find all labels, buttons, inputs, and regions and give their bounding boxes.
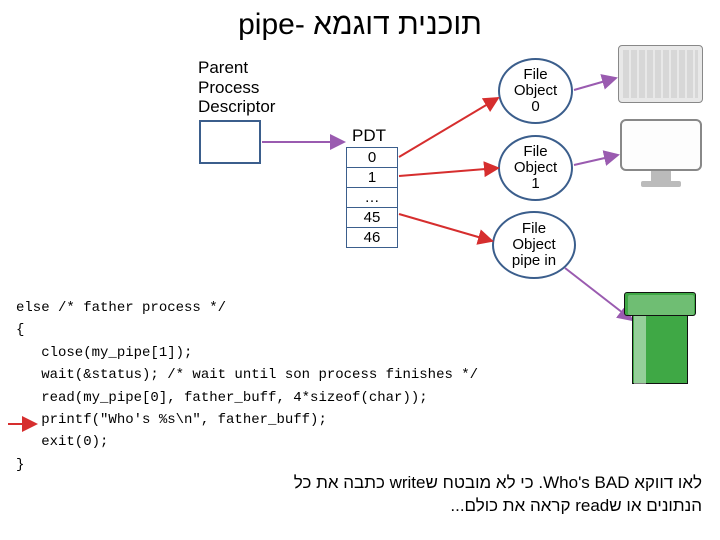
text-line: Descriptor <box>198 97 275 117</box>
pdt-row: 45 <box>347 208 397 228</box>
text-line: Parent <box>198 58 275 78</box>
monitor-screen <box>620 119 702 171</box>
parent-process-label: Parent Process Descriptor <box>198 58 275 117</box>
pipe-graphic <box>624 292 696 384</box>
arrow-pdt45-to-pipein <box>399 214 492 241</box>
pdt-label: PDT <box>352 126 386 146</box>
text-line: Object <box>512 237 555 253</box>
text-line: Object <box>514 160 557 176</box>
file-object-pipe-in: File Object pipe in <box>492 211 576 279</box>
pdt-table: 0 1 … 45 46 <box>346 147 398 248</box>
pdt-row: 46 <box>347 228 397 247</box>
arrow-fo0-to-kbd <box>574 78 616 90</box>
text-line: pipe in <box>512 253 556 269</box>
monitor-icon <box>620 119 702 189</box>
parent-descriptor-box <box>199 120 261 164</box>
arrow-pdt0-to-fo0 <box>399 98 498 157</box>
monitor-base <box>641 181 681 187</box>
pipe-top <box>624 292 696 316</box>
text-line: לאו דווקא Who's BAD. כי לא מובטח שwrite … <box>294 472 702 495</box>
pdt-row: … <box>347 188 397 208</box>
file-object-0: File Object 0 <box>498 58 573 124</box>
arrow-fo1-to-monitor <box>574 155 618 165</box>
monitor-stand <box>651 171 671 181</box>
file-object-1: File Object 1 <box>498 135 573 201</box>
page-title: pipe- תוכנית דוגמא <box>0 8 720 42</box>
text-line: Object <box>514 83 557 99</box>
arrow-pdt1-to-fo1 <box>399 168 498 176</box>
pipe-highlight <box>634 316 646 384</box>
text-line: File <box>523 144 547 160</box>
code-block: else /* father process */ { close(my_pip… <box>16 297 478 476</box>
text-line: 0 <box>531 99 539 115</box>
text-line: File <box>523 67 547 83</box>
pdt-row: 0 <box>347 148 397 168</box>
keyboard-icon <box>618 45 703 103</box>
arrow-pipein-to-pipe <box>565 268 632 320</box>
footnote: לאו דווקא Who's BAD. כי לא מובטח שwrite … <box>294 472 702 518</box>
text-line: 1 <box>531 176 539 192</box>
text-line: File <box>522 221 546 237</box>
text-line: הנתונים או שread קראה את כולם... <box>294 495 702 518</box>
pdt-row: 1 <box>347 168 397 188</box>
text-line: Process <box>198 78 275 98</box>
